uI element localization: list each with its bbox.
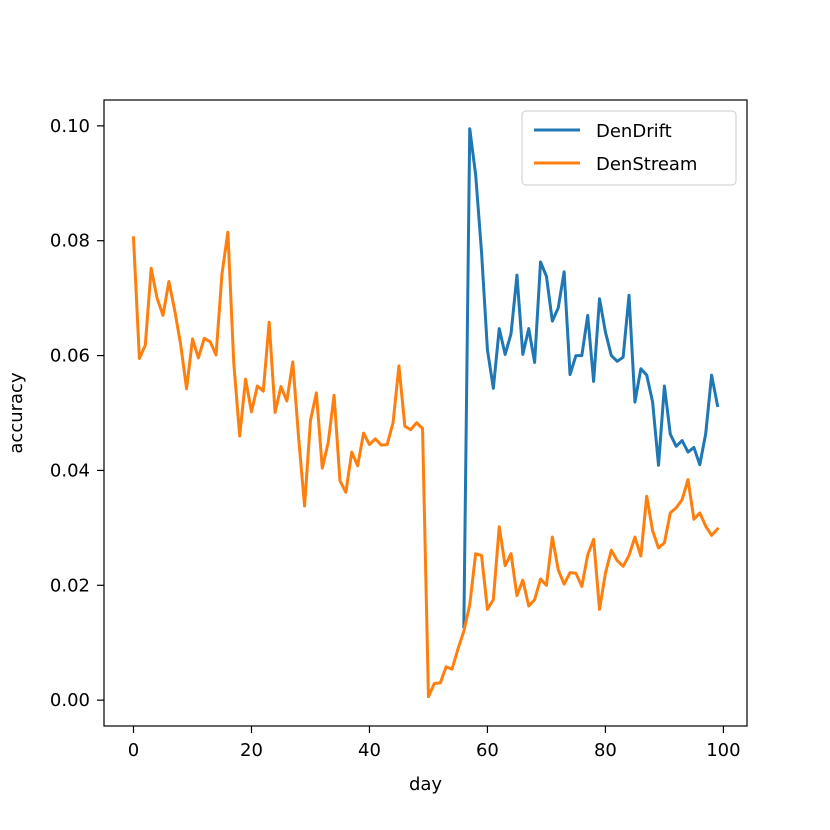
- x-tick-label: 100: [706, 740, 740, 761]
- y-axis: 0.00 0.02 0.04 0.06 0.08 0.10: [50, 116, 104, 711]
- x-tick-label: 40: [358, 740, 381, 761]
- legend: DenDrift DenStream: [521, 110, 737, 186]
- legend-label-denstream: DenStream: [596, 154, 697, 175]
- legend-label-dendrift: DenDrift: [596, 121, 672, 142]
- plot-frame: [103, 99, 748, 727]
- x-axis: 0 20 40 60 80 100: [128, 726, 741, 761]
- x-tick-label: 60: [476, 740, 499, 761]
- y-tick-label: 0.00: [50, 690, 90, 711]
- x-tick-label: 0: [128, 740, 139, 761]
- plot-area: 0 20 40 60 80 100 0.00 0.02 0.04 0.06 0.08 0.10: [50, 99, 748, 761]
- y-axis-label: accuracy: [6, 372, 27, 454]
- series-layer: [131, 127, 720, 699]
- series-line-dendrift: [462, 127, 720, 629]
- x-tick-label: 20: [240, 740, 263, 761]
- x-axis-label: day: [409, 774, 442, 795]
- y-tick-label: 0.10: [50, 116, 90, 137]
- y-tick-label: 0.06: [50, 346, 90, 367]
- y-tick-label: 0.08: [50, 231, 90, 252]
- y-tick-label: 0.04: [50, 460, 90, 481]
- series-line-denstream: [131, 230, 720, 699]
- y-tick-label: 0.02: [50, 575, 90, 596]
- x-tick-label: 80: [594, 740, 617, 761]
